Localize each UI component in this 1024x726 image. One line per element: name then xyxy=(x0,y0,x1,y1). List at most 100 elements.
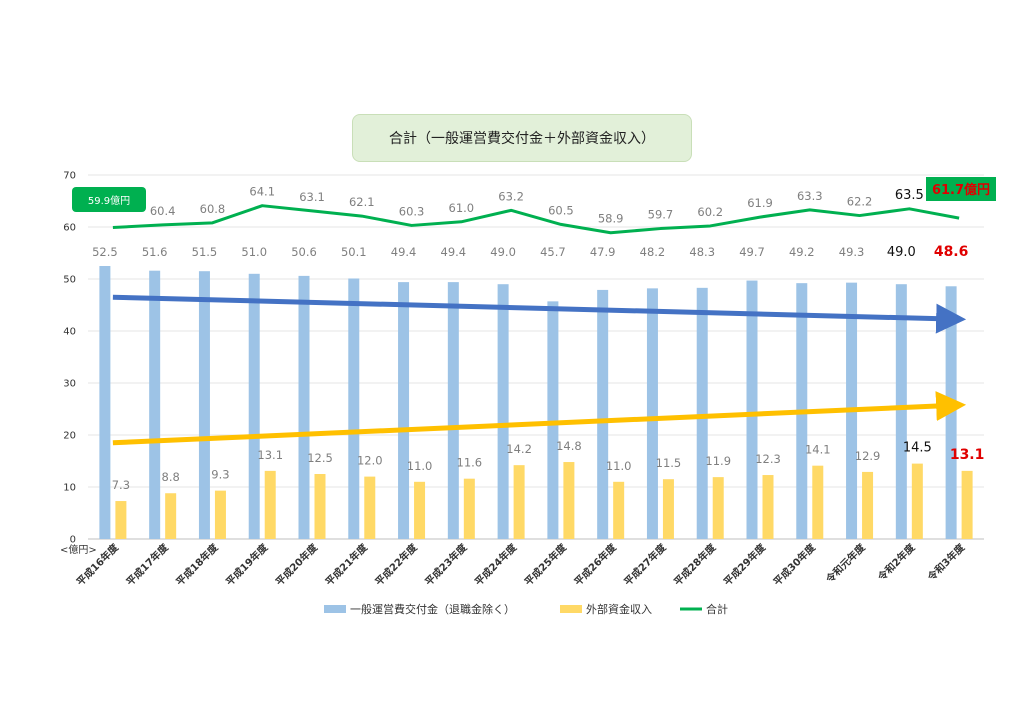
label-external-funds: 11.5 xyxy=(656,456,682,470)
bar-external-funds xyxy=(613,481,625,539)
bar-operating-grant xyxy=(497,284,509,539)
bar-external-funds xyxy=(314,474,326,539)
x-category-label: 平成25年度 xyxy=(522,540,570,588)
bar-operating-grant xyxy=(646,288,658,539)
y-tick-label: 30 xyxy=(63,379,76,390)
x-axis: 平成16年度 平成17年度 平成18年度 平成19年度 平成20年度 平成21年度 平成22… xyxy=(74,540,968,588)
label-external-funds: 14.1 xyxy=(805,443,831,457)
label-operating-grant: 49.4 xyxy=(391,245,417,259)
bar-operating-grant xyxy=(895,284,907,539)
bar-external-funds xyxy=(264,470,276,539)
label-external-funds: 14.5 xyxy=(903,441,932,456)
label-operating-grant: 48.6 xyxy=(934,244,969,260)
label-operating-grant: 48.2 xyxy=(640,245,666,259)
bar-external-funds xyxy=(414,481,426,539)
bar-external-funds xyxy=(165,493,177,539)
label-external-funds: 12.9 xyxy=(855,449,881,463)
bar-external-funds xyxy=(862,471,874,539)
label-total: 59.7 xyxy=(648,208,674,222)
y-tick-label: 40 xyxy=(63,327,76,338)
x-category-label: 平成26年度 xyxy=(571,540,619,588)
bar-operating-grant xyxy=(99,266,111,539)
label-operating-grant: 47.9 xyxy=(590,245,616,259)
x-category-label: 平成19年度 xyxy=(223,540,271,588)
label-total: 63.5 xyxy=(895,188,924,203)
label-operating-grant: 50.6 xyxy=(291,245,317,259)
label-external-funds: 7.3 xyxy=(112,478,130,492)
label-operating-grant: 50.1 xyxy=(341,245,367,259)
label-external-funds: 13.1 xyxy=(950,447,985,463)
bar-external-funds xyxy=(563,462,575,539)
label-operating-grant: 51.0 xyxy=(241,245,267,259)
callout-first-total: 59.9億円 xyxy=(88,194,130,207)
legend-swatch-external-funds xyxy=(560,605,582,613)
label-external-funds: 14.2 xyxy=(506,442,532,456)
total-line xyxy=(112,204,960,235)
x-category-label: 平成30年度 xyxy=(771,540,819,588)
y-tick-label: 20 xyxy=(63,431,76,442)
x-category-label: 令和3年度 xyxy=(924,540,968,584)
label-total: 61.0 xyxy=(449,201,475,215)
bar-external-funds xyxy=(214,490,226,539)
bar-external-funds xyxy=(812,465,824,539)
gridlines xyxy=(88,174,984,540)
callout-last-total-box xyxy=(926,177,996,201)
x-category-label: 平成27年度 xyxy=(621,540,669,588)
x-category-label: 平成29年度 xyxy=(721,540,769,588)
bar-operating-grant xyxy=(696,287,708,539)
label-external-funds: 12.3 xyxy=(755,452,781,466)
label-total: 62.2 xyxy=(847,195,873,209)
label-total: 61.9 xyxy=(747,196,773,210)
bar-external-funds xyxy=(662,479,674,539)
label-total: 60.2 xyxy=(697,205,723,219)
label-total: 62.1 xyxy=(349,195,375,209)
trend-arrow-operating-grant xyxy=(112,294,967,334)
bar-external-funds xyxy=(961,470,973,539)
bar-operating-grant xyxy=(447,282,459,539)
legend-label-operating-grant: 一般運営費交付金（退職金除く） xyxy=(350,602,515,616)
x-category-label: 平成28年度 xyxy=(671,540,719,588)
x-category-label: 平成21年度 xyxy=(323,540,371,588)
label-total: 60.5 xyxy=(548,203,574,217)
label-operating-grant: 49.7 xyxy=(739,245,765,259)
label-external-funds: 11.0 xyxy=(407,459,433,473)
x-category-label: 平成17年度 xyxy=(123,540,171,588)
label-operating-grant: 49.4 xyxy=(441,245,467,259)
label-total: 63.2 xyxy=(498,189,524,203)
y-tick-label: 70 xyxy=(63,171,76,182)
y-tick-label: 60 xyxy=(63,223,76,234)
label-total: 60.4 xyxy=(150,204,176,218)
bar-operating-grant xyxy=(198,271,210,539)
label-operating-grant: 51.6 xyxy=(142,245,168,259)
bar-external-funds xyxy=(364,476,376,539)
bar-external-funds xyxy=(115,501,127,539)
label-external-funds: 14.8 xyxy=(556,439,582,453)
bar-external-funds xyxy=(911,463,923,539)
bar-external-funds xyxy=(463,478,475,539)
label-operating-grant: 49.3 xyxy=(839,245,865,259)
label-operating-grant: 49.0 xyxy=(490,245,516,259)
bar-operating-grant xyxy=(398,282,410,539)
callouts: 59.9億円 61.7億円 xyxy=(72,177,996,212)
label-external-funds: 11.9 xyxy=(705,454,731,468)
label-operating-grant: 52.5 xyxy=(92,245,118,259)
x-category-label: 平成22年度 xyxy=(372,540,420,588)
bar-external-funds xyxy=(712,477,724,539)
x-category-label: 平成23年度 xyxy=(422,540,470,588)
legend: 一般運営費交付金（退職金除く） 外部資金収入 合計 xyxy=(324,602,728,616)
label-total: 63.3 xyxy=(797,189,823,203)
label-total: 64.1 xyxy=(249,185,275,199)
bar-operating-grant xyxy=(298,275,310,539)
bar-operating-grant xyxy=(348,278,360,539)
y-tick-label: 50 xyxy=(63,275,76,286)
bar-operating-grant xyxy=(248,273,260,539)
label-operating-grant: 45.7 xyxy=(540,245,566,259)
y-tick-label: 10 xyxy=(63,483,76,494)
bar-operating-grant xyxy=(149,270,161,539)
bar-operating-grant xyxy=(547,301,559,539)
x-category-label: 令和元年度 xyxy=(822,540,868,586)
x-category-label: 平成20年度 xyxy=(273,540,321,588)
y-tick-label: 0 xyxy=(70,535,76,546)
y-unit-label: <億円> xyxy=(60,543,97,556)
